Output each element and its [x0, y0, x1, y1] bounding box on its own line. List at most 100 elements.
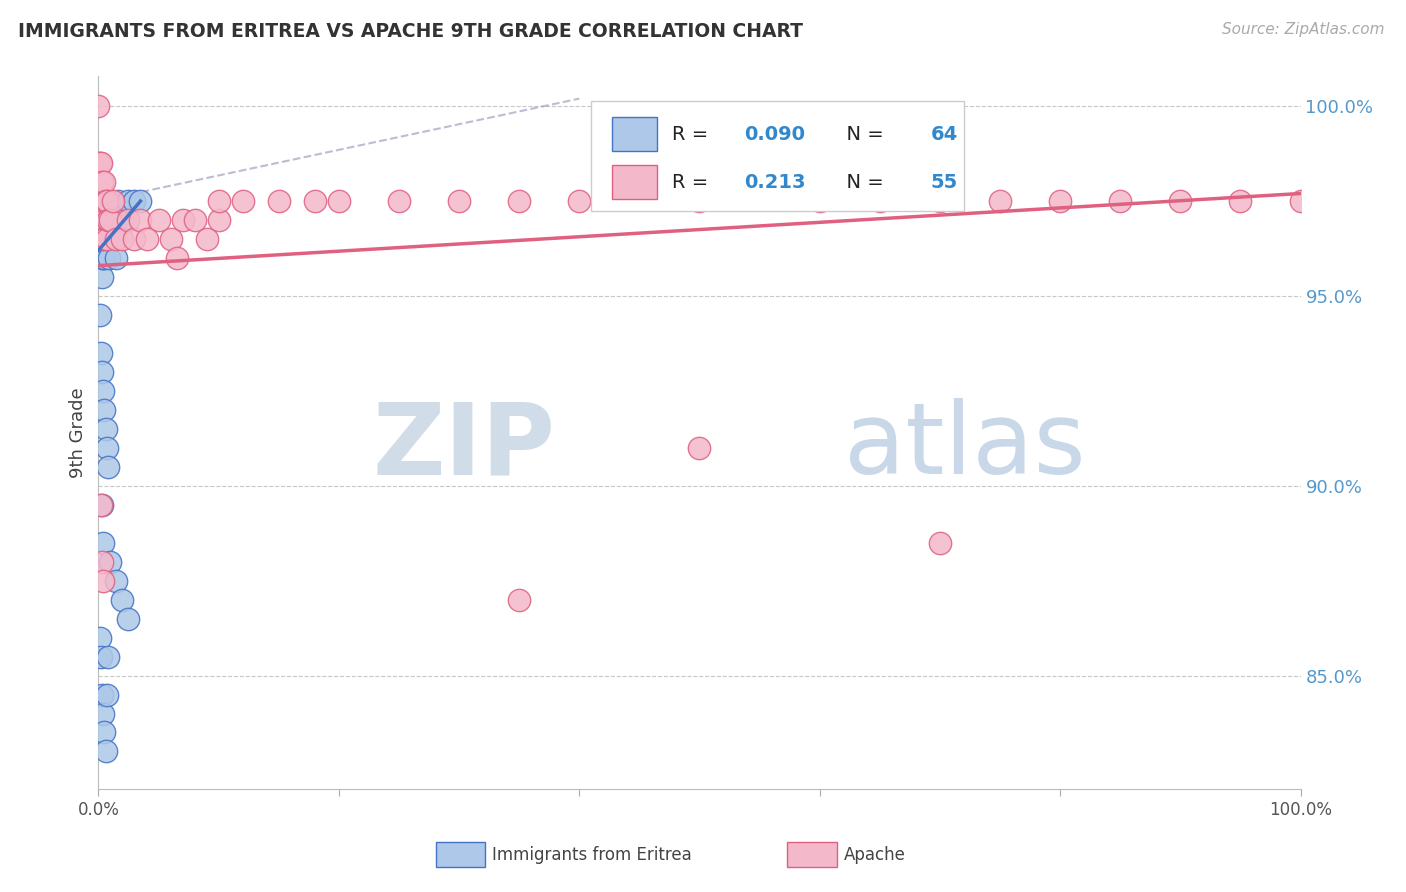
Point: [96, 232, 118, 246]
Point: [208, 194, 231, 208]
Point: [91, 365, 114, 379]
Point: [101, 213, 124, 227]
Point: [232, 194, 254, 208]
Point: [1289, 194, 1312, 208]
Point: [91, 232, 114, 246]
Point: [90, 213, 112, 227]
Point: [105, 232, 128, 246]
Point: [267, 194, 290, 208]
Point: [91, 251, 114, 265]
Point: [172, 213, 194, 227]
Point: [111, 213, 134, 227]
Point: [97, 213, 120, 227]
Point: [98, 251, 121, 265]
Point: [148, 213, 170, 227]
Point: [105, 574, 128, 588]
Text: R =: R =: [672, 173, 721, 192]
Point: [98, 213, 121, 227]
Point: [91, 194, 114, 208]
Point: [91, 535, 114, 549]
Point: [568, 194, 591, 208]
Bar: [612, 117, 658, 152]
Point: [105, 251, 128, 265]
Point: [103, 232, 125, 246]
Point: [89, 631, 111, 645]
Point: [91, 213, 114, 227]
Point: [195, 232, 218, 246]
Point: [1229, 194, 1251, 208]
Point: [87, 213, 110, 227]
Point: [90, 213, 112, 227]
Point: [869, 194, 891, 208]
Point: [94, 194, 117, 208]
Text: Source: ZipAtlas.com: Source: ZipAtlas.com: [1222, 22, 1385, 37]
Point: [105, 213, 128, 227]
Point: [93, 232, 115, 246]
Point: [129, 213, 152, 227]
Point: [388, 194, 411, 208]
Text: ZIP: ZIP: [373, 399, 555, 495]
Point: [91, 251, 114, 265]
Point: [97, 232, 120, 246]
FancyBboxPatch shape: [592, 101, 965, 211]
Point: [91, 232, 114, 246]
Point: [90, 346, 112, 360]
Point: [93, 232, 115, 246]
Point: [91, 688, 114, 702]
Text: atlas: atlas: [844, 399, 1085, 495]
Point: [124, 194, 146, 208]
Point: [97, 213, 120, 227]
Point: [928, 535, 950, 549]
Point: [87, 194, 110, 208]
Point: [689, 441, 711, 455]
Text: N =: N =: [834, 125, 890, 144]
Text: 0.213: 0.213: [744, 173, 806, 192]
Point: [90, 232, 112, 246]
Point: [90, 194, 112, 208]
Text: N =: N =: [834, 173, 890, 192]
Point: [117, 194, 139, 208]
Point: [87, 99, 110, 113]
Text: 55: 55: [931, 173, 957, 192]
Point: [689, 194, 711, 208]
Point: [91, 175, 114, 189]
Point: [91, 213, 114, 227]
Text: IMMIGRANTS FROM ERITREA VS APACHE 9TH GRADE CORRELATION CHART: IMMIGRANTS FROM ERITREA VS APACHE 9TH GR…: [18, 22, 803, 41]
Point: [89, 156, 111, 170]
Point: [90, 156, 112, 170]
Point: [208, 213, 231, 227]
Point: [96, 688, 118, 702]
Point: [107, 194, 129, 208]
Point: [89, 213, 111, 227]
Point: [928, 194, 950, 208]
Point: [91, 232, 114, 246]
Point: [96, 232, 118, 246]
Point: [90, 649, 112, 664]
Text: Apache: Apache: [844, 846, 905, 863]
Point: [94, 744, 117, 758]
Point: [90, 498, 112, 512]
Point: [91, 706, 114, 721]
Point: [304, 194, 326, 208]
Point: [183, 213, 205, 227]
Point: [129, 194, 152, 208]
Point: [1049, 194, 1071, 208]
Point: [94, 194, 117, 208]
Point: [89, 232, 111, 246]
Point: [96, 194, 118, 208]
Point: [93, 194, 115, 208]
Point: [1170, 194, 1192, 208]
Point: [111, 232, 134, 246]
Point: [94, 232, 117, 246]
Point: [97, 649, 120, 664]
Point: [91, 194, 114, 208]
Point: [100, 213, 122, 227]
Point: [94, 422, 117, 436]
Point: [93, 402, 115, 417]
Point: [91, 555, 114, 569]
Point: [96, 194, 118, 208]
Point: [89, 194, 111, 208]
Y-axis label: 9th Grade: 9th Grade: [69, 387, 87, 478]
Text: 64: 64: [931, 125, 957, 144]
Point: [508, 592, 530, 607]
